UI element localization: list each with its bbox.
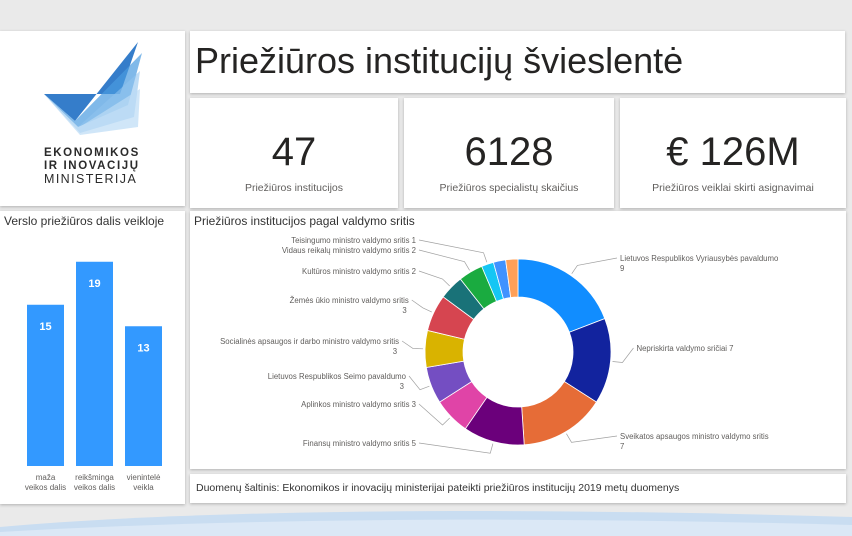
donut-data-label: Teisingumo ministro valdymo sritis 1	[291, 236, 416, 245]
donut-data-label: Sveikatos apsaugos ministro valdymo srit…	[620, 432, 769, 441]
donut-leader-line	[411, 299, 432, 313]
source-note: Duomenų šaltinis: Ekonomikos ir inovacij…	[196, 482, 680, 494]
donut-data-label: Žemės ūkio ministro valdymo sritis	[290, 296, 409, 305]
bar[interactable]	[27, 304, 64, 466]
logo-line-3: MINISTERIJA	[44, 172, 137, 186]
donut-data-value: 3	[400, 382, 404, 391]
page-title: Priežiūros institucijų švieslentė	[195, 40, 684, 81]
logo-line-2: IR INOVACIJŲ	[44, 160, 140, 172]
donut-chart: Lietuvos Respublikos Vyriausybės pavaldu…	[220, 236, 779, 454]
donut-data-label: Kultūros ministro valdymo sritis 2	[302, 267, 416, 276]
donut-data-label: Lietuvos Respublikos Vyriausybės pavaldu…	[620, 254, 779, 263]
donut-data-label: Nepriskirta valdymo sričiai 7	[636, 344, 733, 353]
donut-data-label: Finansų ministro valdymo sritis 5	[303, 439, 417, 448]
donut-slice[interactable]	[505, 258, 519, 298]
logo-emblem-icon	[44, 42, 142, 135]
bar-category-label: veikla	[133, 483, 154, 492]
donut-leader-line	[401, 340, 424, 350]
bar-category-label: reikšminga	[75, 473, 114, 482]
donut-data-value: 9	[620, 264, 624, 273]
bar-category-label: maža	[36, 473, 56, 482]
bar-category-label: vienintelė	[127, 473, 161, 482]
kpi-value: € 126M	[666, 130, 800, 174]
kpi-value: 6128	[464, 130, 554, 174]
donut-leader-line	[408, 375, 430, 391]
ministry-logo: EKONOMIKOS IR INOVACIJŲ MINISTERIJA	[44, 42, 142, 186]
donut-data-label: Vidaus reikalų ministro valdymo sritis 2	[282, 246, 416, 255]
donut-data-value: 7	[620, 442, 624, 451]
logo-line-1: EKONOMIKOS	[44, 147, 140, 159]
kpi-label: Priežiūros institucijos	[244, 182, 344, 194]
bar-category-label: veikos dalis	[74, 483, 115, 492]
logo-card: EKONOMIKOS IR INOVACIJŲ MINISTERIJA	[0, 31, 185, 206]
source-card: Duomenų šaltinis: Ekonomikos ir inovacij…	[190, 474, 846, 503]
donut-chart-title: Priežiūros institucijos pagal valdymo sr…	[194, 214, 415, 228]
kpi-label: Priežiūros veiklai skirti asignavimai	[652, 182, 814, 194]
kpi-label: Priežiūros specialistų skaičius	[439, 182, 579, 194]
bar-data-label: 13	[137, 342, 149, 354]
donut-data-value: 3	[402, 306, 406, 315]
donut-leader-line	[612, 347, 634, 363]
donut-leader-line	[418, 249, 470, 271]
donut-data-label: Aplinkos ministro valdymo sritis 3	[301, 400, 416, 409]
kpi-card-specialists: 6128 Priežiūros specialistų skaičius	[404, 98, 614, 208]
donut-leader-line	[571, 257, 618, 274]
donut-leader-line	[418, 239, 488, 263]
donut-data-label: Lietuvos Respublikos Seimo pavaldumo	[268, 372, 407, 381]
donut-leader-line	[418, 403, 450, 426]
donut-leader-line	[566, 433, 618, 443]
donut-leader-line	[418, 270, 450, 287]
donut-leader-line	[418, 442, 494, 454]
bar-chart-title: Verslo priežiūros dalis veikloje	[4, 214, 165, 228]
kpi-value: 47	[271, 130, 317, 174]
donut-chart-card: Priežiūros institucijos pagal valdymo sr…	[190, 211, 846, 469]
bar[interactable]	[125, 326, 162, 466]
decorative-wave	[0, 511, 852, 536]
bar-data-label: 15	[39, 321, 51, 333]
kpi-card-institutions: 47 Priežiūros institucijos	[190, 98, 398, 208]
bar-chart-card: Verslo priežiūros dalis veikloje 15 maža v…	[0, 211, 185, 504]
title-card: Priežiūros institucijų švieslentė	[190, 31, 845, 93]
donut-slice[interactable]	[517, 258, 606, 333]
donut-data-label: Socialinės apsaugos ir darbo ministro va…	[220, 337, 399, 346]
bar[interactable]	[76, 261, 113, 466]
donut-data-value: 3	[393, 347, 397, 356]
bar-category-label: veikos dalis	[25, 483, 66, 492]
bar-data-label: 19	[88, 278, 100, 290]
kpi-card-budget: € 126M Priežiūros veiklai skirti asignav…	[620, 98, 846, 208]
